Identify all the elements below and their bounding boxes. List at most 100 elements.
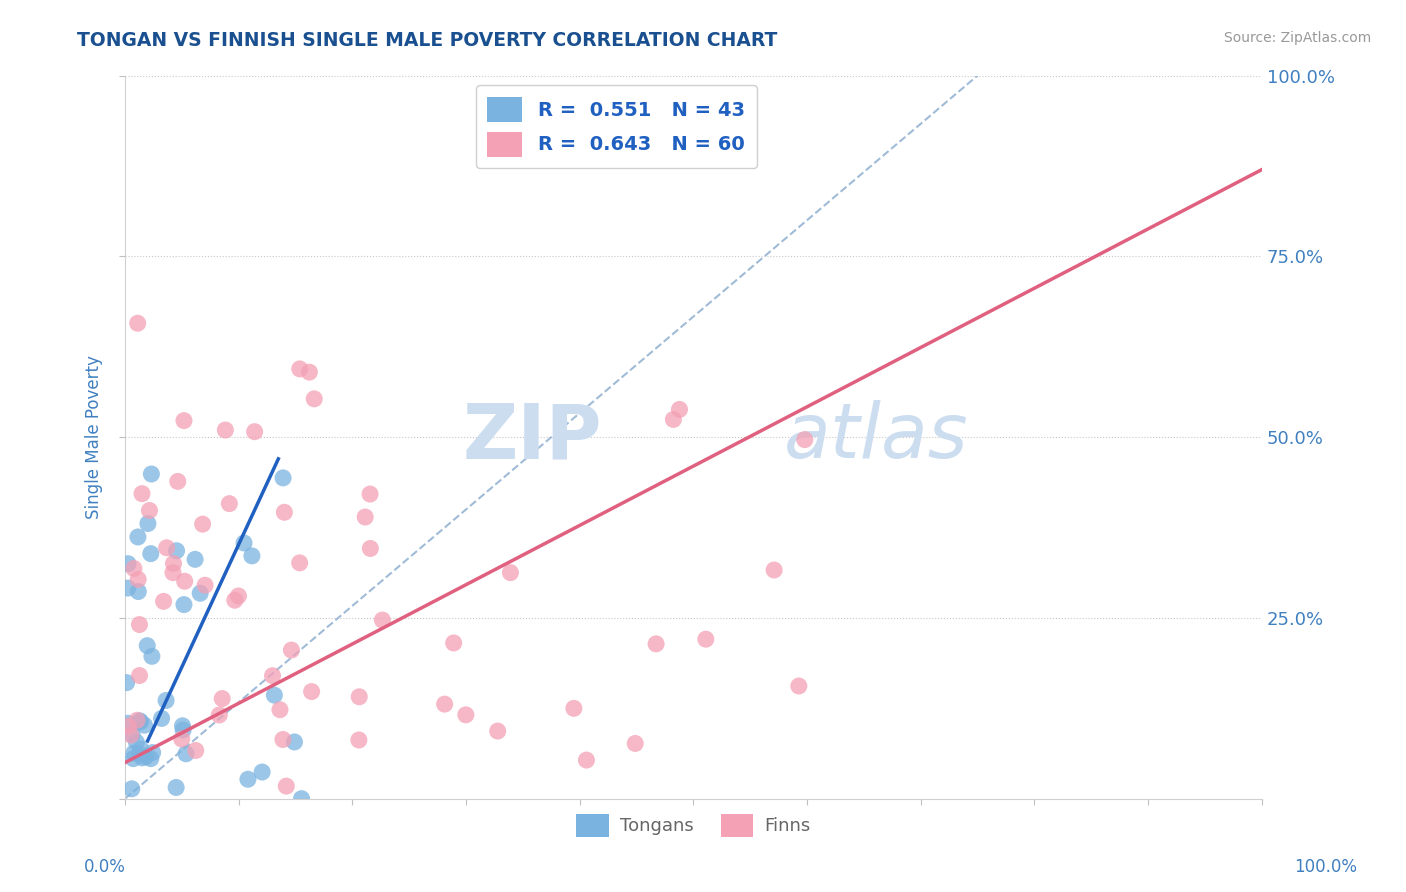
Point: [142, 746, 165, 760]
Point: [173, 574, 195, 589]
Point: [156, 541, 179, 555]
Legend: Tongans, Finns: Tongans, Finns: [569, 806, 817, 844]
Point: [263, 688, 285, 702]
Point: [134, 718, 156, 732]
Point: [172, 723, 194, 737]
Point: [787, 679, 810, 693]
Point: [359, 541, 381, 556]
Point: [170, 731, 193, 746]
Point: [273, 505, 295, 519]
Point: [131, 751, 153, 765]
Point: [127, 584, 149, 599]
Point: [184, 743, 207, 757]
Point: [283, 735, 305, 749]
Point: [276, 779, 298, 793]
Point: [122, 746, 145, 760]
Point: [793, 433, 815, 447]
Point: [271, 471, 294, 485]
Point: [211, 691, 233, 706]
Point: [122, 752, 145, 766]
Point: [125, 735, 148, 749]
Point: [129, 714, 152, 729]
Point: [128, 668, 150, 682]
Point: [262, 668, 284, 682]
Point: [288, 362, 311, 376]
Point: [486, 724, 509, 739]
Point: [240, 549, 263, 563]
Point: [763, 563, 786, 577]
Point: [127, 316, 149, 330]
Point: [152, 594, 174, 608]
Point: [191, 517, 214, 532]
Point: [117, 557, 139, 571]
Point: [115, 675, 138, 690]
Text: 100.0%: 100.0%: [1294, 858, 1357, 876]
Point: [135, 749, 157, 764]
Point: [127, 573, 149, 587]
Point: [288, 556, 311, 570]
Point: [125, 713, 148, 727]
Point: [162, 566, 184, 580]
Point: [174, 747, 197, 761]
Point: [166, 543, 188, 558]
Point: [499, 566, 522, 580]
Point: [166, 475, 188, 489]
Point: [349, 690, 371, 704]
Point: [155, 693, 177, 707]
Y-axis label: Single Male Poverty: Single Male Poverty: [86, 355, 103, 519]
Point: [117, 581, 139, 595]
Point: [645, 637, 668, 651]
Point: [141, 467, 163, 481]
Point: [117, 719, 139, 733]
Point: [138, 503, 160, 517]
Point: [371, 613, 394, 627]
Point: [128, 714, 150, 728]
Point: [228, 589, 250, 603]
Text: atlas: atlas: [785, 401, 969, 475]
Point: [214, 423, 236, 437]
Point: [302, 392, 325, 406]
Point: [359, 487, 381, 501]
Point: [233, 536, 256, 550]
Point: [243, 425, 266, 439]
Point: [347, 733, 370, 747]
Point: [354, 510, 377, 524]
Point: [184, 552, 207, 566]
Point: [290, 791, 312, 805]
Point: [129, 742, 152, 756]
Point: [172, 719, 194, 733]
Text: TONGAN VS FINNISH SINGLE MALE POVERTY CORRELATION CHART: TONGAN VS FINNISH SINGLE MALE POVERTY CO…: [77, 31, 778, 50]
Point: [236, 772, 259, 787]
Point: [224, 593, 246, 607]
Point: [575, 753, 598, 767]
Text: Source: ZipAtlas.com: Source: ZipAtlas.com: [1223, 31, 1371, 45]
Point: [271, 732, 294, 747]
Point: [150, 711, 173, 725]
Point: [188, 586, 211, 600]
Point: [127, 530, 149, 544]
Point: [131, 486, 153, 500]
Point: [121, 727, 143, 741]
Point: [128, 617, 150, 632]
Point: [173, 414, 195, 428]
Point: [117, 716, 139, 731]
Point: [136, 516, 159, 531]
Point: [662, 412, 685, 426]
Point: [122, 561, 145, 575]
Point: [141, 649, 163, 664]
Point: [668, 402, 690, 417]
Point: [128, 747, 150, 761]
Point: [194, 578, 217, 592]
Point: [208, 708, 231, 723]
Point: [250, 765, 273, 780]
Point: [121, 781, 143, 796]
Point: [298, 365, 321, 379]
Text: ZIP: ZIP: [463, 401, 602, 475]
Point: [280, 643, 302, 657]
Point: [454, 707, 477, 722]
Point: [136, 639, 159, 653]
Point: [562, 701, 585, 715]
Point: [165, 780, 187, 795]
Point: [695, 632, 717, 647]
Text: 0.0%: 0.0%: [84, 858, 127, 876]
